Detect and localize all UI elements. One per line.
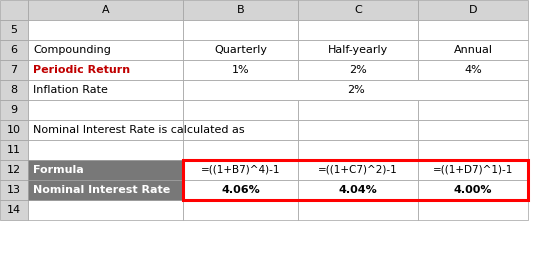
Bar	[418, 0, 528, 20]
Text: B: B	[236, 5, 244, 15]
Bar	[298, 60, 418, 80]
Bar	[0, 40, 28, 60]
Bar	[183, 160, 298, 180]
Text: 4.06%: 4.06%	[221, 185, 260, 195]
Text: 4%: 4%	[464, 65, 482, 75]
Bar	[183, 200, 298, 220]
Bar	[298, 160, 418, 180]
Bar	[28, 160, 183, 180]
Bar	[28, 0, 183, 20]
Bar	[28, 160, 183, 180]
Text: =((1+D7)^1)-1: =((1+D7)^1)-1	[433, 165, 513, 175]
Text: C: C	[354, 5, 362, 15]
Bar	[0, 20, 28, 40]
Bar	[28, 180, 183, 200]
Bar	[28, 200, 183, 220]
Bar	[183, 100, 298, 120]
Bar	[0, 120, 28, 140]
Text: =((1+C7)^2)-1: =((1+C7)^2)-1	[318, 165, 398, 175]
Text: 4.00%: 4.00%	[454, 185, 492, 195]
Text: A: A	[102, 5, 109, 15]
Bar	[418, 20, 528, 40]
Text: Inflation Rate: Inflation Rate	[33, 85, 108, 95]
Bar	[418, 40, 528, 60]
Bar	[298, 20, 418, 40]
Bar	[0, 200, 28, 220]
Text: D: D	[469, 5, 477, 15]
Bar	[28, 120, 183, 140]
Bar	[0, 80, 28, 100]
Bar	[418, 180, 528, 200]
Text: 9: 9	[10, 105, 18, 115]
Text: Half-yearly: Half-yearly	[328, 45, 388, 55]
Bar	[0, 180, 28, 200]
Text: 14: 14	[7, 205, 21, 215]
Text: Annual: Annual	[454, 45, 492, 55]
Text: 4.04%: 4.04%	[339, 185, 377, 195]
Text: 5: 5	[10, 25, 18, 35]
Bar	[28, 60, 183, 80]
Bar	[298, 40, 418, 60]
Bar	[28, 140, 183, 160]
Bar	[0, 140, 28, 160]
Bar	[298, 140, 418, 160]
Bar	[298, 200, 418, 220]
Text: Nominal Interest Rate is calculated as: Nominal Interest Rate is calculated as	[33, 125, 245, 135]
Bar	[183, 60, 298, 80]
Bar	[28, 80, 183, 100]
Bar	[418, 100, 528, 120]
Text: =((1+B7)^4)-1: =((1+B7)^4)-1	[201, 165, 280, 175]
Bar	[183, 180, 298, 200]
Bar	[418, 60, 528, 80]
Bar	[0, 0, 28, 20]
Bar	[298, 180, 418, 200]
Text: Quarterly: Quarterly	[214, 45, 267, 55]
Bar	[298, 120, 418, 140]
Bar	[298, 0, 418, 20]
Bar	[183, 140, 298, 160]
Bar	[418, 160, 528, 180]
Bar	[183, 0, 298, 20]
Bar	[0, 60, 28, 80]
Text: 1%: 1%	[232, 65, 249, 75]
Bar	[28, 40, 183, 60]
Text: 10: 10	[7, 125, 21, 135]
Bar	[183, 80, 298, 100]
Text: Formula: Formula	[33, 165, 84, 175]
Text: 12: 12	[7, 165, 21, 175]
Bar	[183, 120, 298, 140]
Bar	[183, 40, 298, 60]
Bar	[0, 100, 28, 120]
Bar	[418, 140, 528, 160]
Bar	[418, 80, 528, 100]
Text: 6: 6	[10, 45, 18, 55]
Text: Nominal Interest Rate: Nominal Interest Rate	[33, 185, 170, 195]
Bar	[298, 100, 418, 120]
Text: 2%: 2%	[349, 65, 367, 75]
Text: Compounding: Compounding	[33, 45, 111, 55]
Bar	[28, 20, 183, 40]
Bar	[298, 80, 418, 100]
Bar	[28, 180, 183, 200]
Text: Periodic Return: Periodic Return	[33, 65, 130, 75]
Bar	[0, 160, 28, 180]
Bar	[183, 80, 528, 100]
Text: 11: 11	[7, 145, 21, 155]
Bar	[183, 160, 528, 200]
Text: 8: 8	[10, 85, 18, 95]
Text: 2%: 2%	[346, 85, 364, 95]
Text: 7: 7	[10, 65, 18, 75]
Bar	[183, 20, 298, 40]
Bar	[418, 200, 528, 220]
Bar	[418, 120, 528, 140]
Text: 13: 13	[7, 185, 21, 195]
Bar	[28, 100, 183, 120]
